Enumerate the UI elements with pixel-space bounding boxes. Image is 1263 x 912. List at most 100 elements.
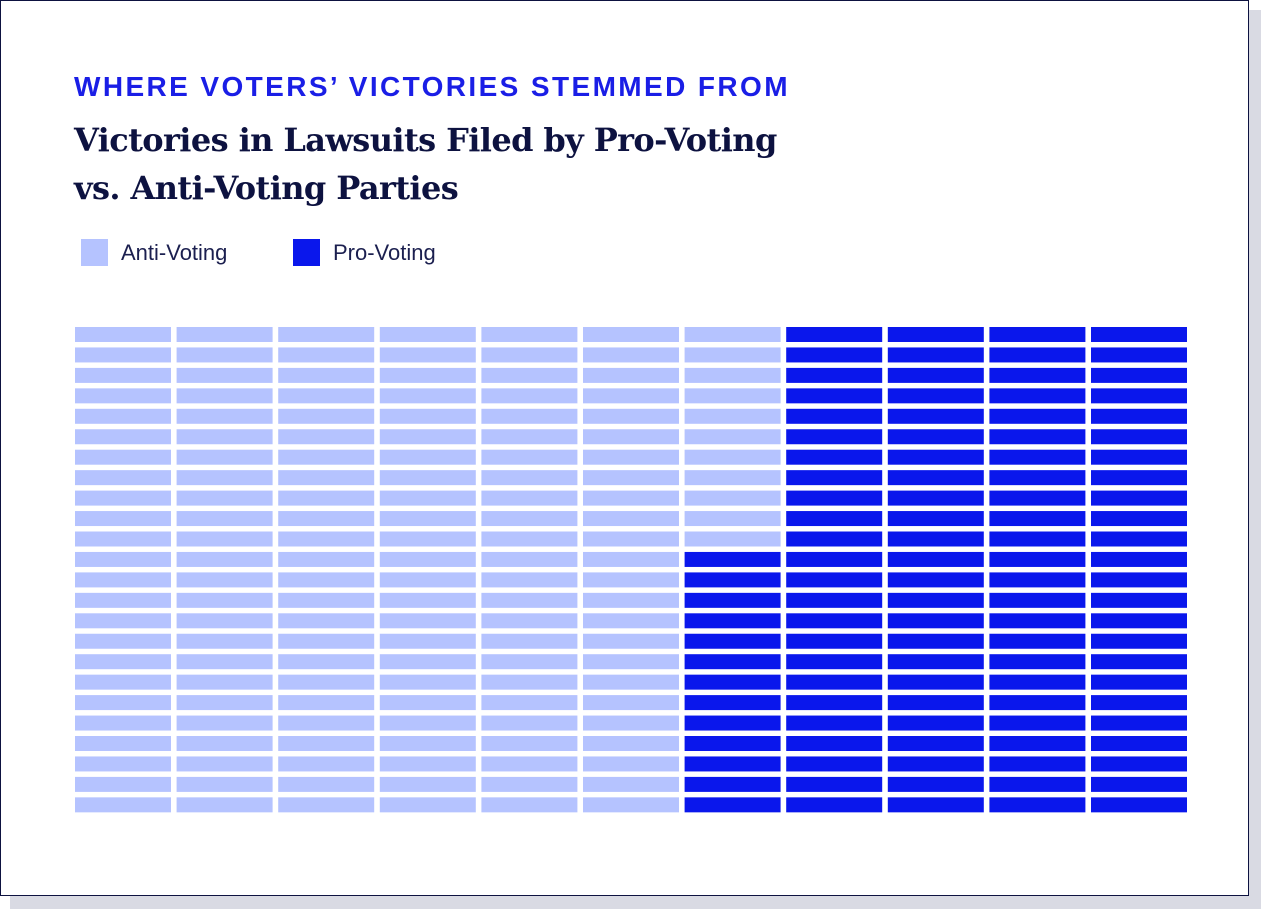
waffle-cell-pro-voting	[786, 490, 883, 506]
waffle-cell-anti-voting	[481, 592, 578, 608]
waffle-cell-pro-voting	[887, 592, 984, 608]
waffle-cell-pro-voting	[786, 715, 883, 731]
waffle-cell-pro-voting	[887, 449, 984, 465]
waffle-cell-anti-voting	[379, 449, 476, 465]
waffle-cell-anti-voting	[379, 756, 476, 772]
waffle-cell-pro-voting	[887, 511, 984, 527]
waffle-cell-pro-voting	[786, 736, 883, 751]
waffle-cell-pro-voting	[684, 633, 781, 649]
waffle-cell-pro-voting	[887, 756, 984, 772]
waffle-cell-anti-voting	[176, 797, 273, 813]
waffle-cell-pro-voting	[786, 776, 883, 792]
waffle-cell-anti-voting	[379, 511, 476, 527]
waffle-cell-pro-voting	[887, 408, 984, 424]
waffle-cell-anti-voting	[583, 551, 679, 567]
waffle-cell-anti-voting	[75, 633, 171, 649]
waffle-cell-anti-voting	[481, 470, 578, 486]
waffle-cell-anti-voting	[176, 470, 273, 486]
waffle-cell-pro-voting	[989, 367, 1086, 383]
waffle-cell-pro-voting	[684, 797, 781, 813]
waffle-cell-pro-voting	[887, 429, 984, 445]
waffle-cell-anti-voting	[583, 715, 679, 731]
waffle-cell-anti-voting	[481, 408, 578, 424]
waffle-cell-pro-voting	[1091, 736, 1187, 751]
waffle-cell-anti-voting	[176, 633, 273, 649]
waffle-cell-pro-voting	[989, 429, 1086, 445]
waffle-cell-pro-voting	[1091, 797, 1187, 813]
waffle-cell-pro-voting	[786, 592, 883, 608]
waffle-cell-anti-voting	[278, 695, 375, 711]
waffle-cell-anti-voting	[75, 572, 171, 588]
waffle-cell-anti-voting	[481, 654, 578, 670]
waffle-cell-pro-voting	[887, 572, 984, 588]
waffle-cell-anti-voting	[176, 756, 273, 772]
waffle-cell-anti-voting	[278, 347, 375, 363]
waffle-cell-anti-voting	[684, 408, 781, 424]
waffle-cell-anti-voting	[278, 551, 375, 567]
waffle-cell-anti-voting	[481, 551, 578, 567]
chart-card: WHERE VOTERS’ VICTORIES STEMMED FROM Vic…	[0, 0, 1249, 896]
legend-swatch-pro-voting	[293, 239, 320, 266]
waffle-cell-anti-voting	[379, 572, 476, 588]
waffle-cell-pro-voting	[1091, 674, 1187, 690]
waffle-cell-anti-voting	[75, 449, 171, 465]
waffle-cell-anti-voting	[176, 327, 273, 342]
waffle-cell-anti-voting	[278, 531, 375, 547]
waffle-cell-pro-voting	[989, 490, 1086, 506]
waffle-cell-anti-voting	[481, 490, 578, 506]
waffle-cell-anti-voting	[278, 470, 375, 486]
waffle-cell-pro-voting	[887, 654, 984, 670]
waffle-cell-anti-voting	[481, 756, 578, 772]
waffle-cell-pro-voting	[684, 736, 781, 751]
waffle-cell-anti-voting	[583, 674, 679, 690]
waffle-cell-anti-voting	[684, 388, 781, 404]
waffle-cell-pro-voting	[1091, 367, 1187, 383]
waffle-cell-pro-voting	[989, 572, 1086, 588]
waffle-cell-anti-voting	[379, 531, 476, 547]
waffle-cell-pro-voting	[989, 613, 1086, 629]
waffle-chart	[75, 327, 1187, 813]
waffle-cell-pro-voting	[684, 756, 781, 772]
waffle-cell-anti-voting	[583, 736, 679, 751]
waffle-cell-pro-voting	[786, 613, 883, 629]
waffle-cell-pro-voting	[887, 367, 984, 383]
waffle-cell-pro-voting	[989, 511, 1086, 527]
waffle-cell-anti-voting	[176, 429, 273, 445]
waffle-cell-anti-voting	[481, 449, 578, 465]
waffle-cell-anti-voting	[583, 449, 679, 465]
waffle-cell-anti-voting	[583, 511, 679, 527]
waffle-cell-pro-voting	[989, 654, 1086, 670]
waffle-cell-anti-voting	[75, 367, 171, 383]
waffle-cell-pro-voting	[786, 797, 883, 813]
waffle-cell-anti-voting	[684, 367, 781, 383]
waffle-cell-pro-voting	[684, 613, 781, 629]
waffle-cell-pro-voting	[786, 572, 883, 588]
waffle-cell-anti-voting	[583, 470, 679, 486]
waffle-cell-pro-voting	[684, 695, 781, 711]
waffle-cell-anti-voting	[379, 654, 476, 670]
waffle-cell-pro-voting	[1091, 347, 1187, 363]
waffle-cell-pro-voting	[786, 388, 883, 404]
waffle-cell-anti-voting	[176, 736, 273, 751]
waffle-cell-anti-voting	[481, 695, 578, 711]
waffle-cell-anti-voting	[278, 449, 375, 465]
waffle-cell-anti-voting	[176, 449, 273, 465]
waffle-cell-pro-voting	[1091, 429, 1187, 445]
waffle-cell-anti-voting	[583, 592, 679, 608]
waffle-cell-anti-voting	[583, 327, 679, 342]
chart-title: Victories in Lawsuits Filed by Pro-Votin…	[74, 116, 974, 212]
waffle-cell-anti-voting	[176, 674, 273, 690]
waffle-cell-pro-voting	[786, 551, 883, 567]
waffle-cell-pro-voting	[684, 654, 781, 670]
waffle-cell-anti-voting	[684, 429, 781, 445]
waffle-cell-anti-voting	[684, 449, 781, 465]
waffle-cell-pro-voting	[887, 490, 984, 506]
waffle-cell-pro-voting	[786, 695, 883, 711]
waffle-cell-pro-voting	[989, 551, 1086, 567]
waffle-cell-anti-voting	[379, 736, 476, 751]
waffle-cell-pro-voting	[1091, 572, 1187, 588]
waffle-cell-anti-voting	[278, 490, 375, 506]
chart-title-line-2: vs. Anti-Voting Parties	[74, 169, 459, 207]
waffle-cell-anti-voting	[278, 797, 375, 813]
waffle-cell-anti-voting	[176, 695, 273, 711]
